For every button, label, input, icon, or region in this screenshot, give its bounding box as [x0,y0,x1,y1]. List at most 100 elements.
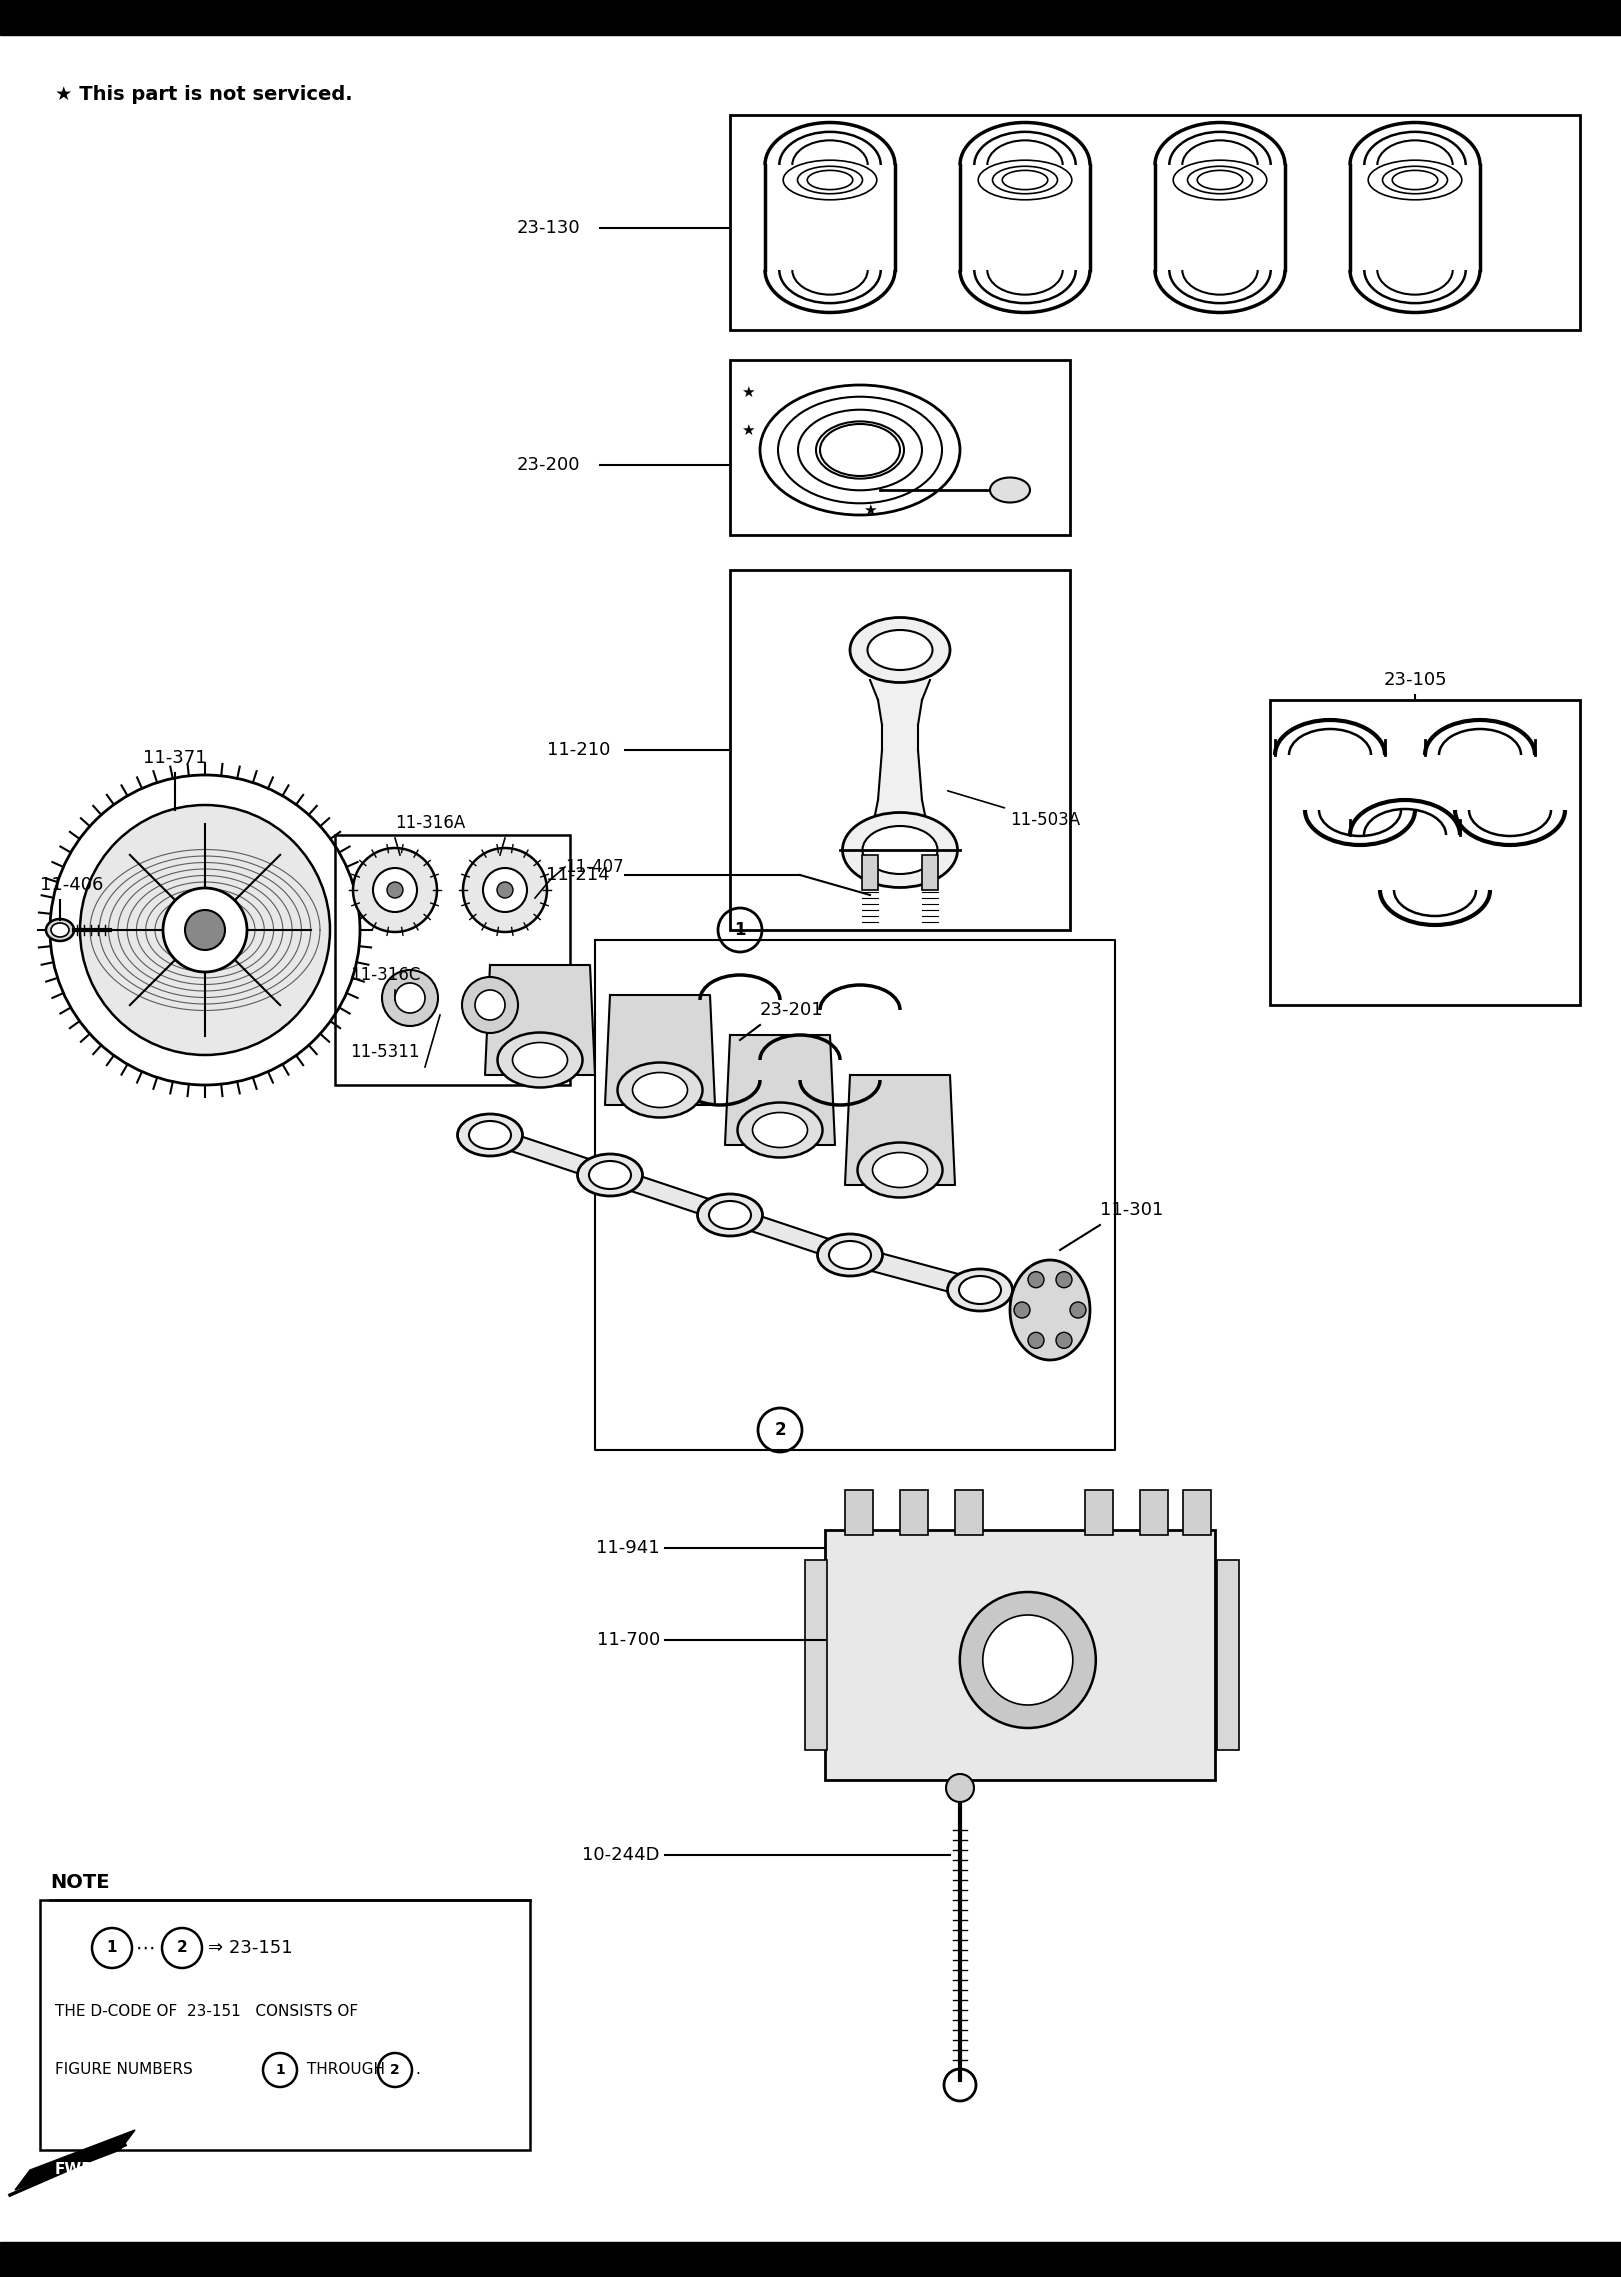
Bar [1084,1489,1114,1535]
Polygon shape [15,2129,135,2190]
Ellipse shape [849,617,950,683]
Circle shape [498,881,512,897]
Circle shape [383,970,438,1027]
Polygon shape [605,995,715,1104]
Text: 23-105: 23-105 [1383,672,1448,690]
Ellipse shape [708,1200,751,1230]
Circle shape [947,1774,974,1801]
Text: 11-316A: 11-316A [396,813,465,831]
Bar [0,2243,1621,2277]
Circle shape [1070,1302,1086,1318]
Circle shape [185,911,225,950]
Ellipse shape [45,920,75,940]
Polygon shape [879,749,922,799]
Polygon shape [712,1200,867,1271]
Circle shape [1028,1271,1044,1289]
Ellipse shape [872,1152,927,1189]
Text: 11-700: 11-700 [597,1630,660,1649]
Text: ⋯: ⋯ [135,1938,154,1958]
Ellipse shape [867,631,932,669]
Ellipse shape [512,1043,567,1077]
Ellipse shape [948,1268,1013,1312]
Bar [729,360,1070,535]
Circle shape [353,847,438,931]
Bar [0,0,1621,34]
Text: 23-130: 23-130 [517,219,580,237]
Circle shape [462,977,519,1034]
Circle shape [387,881,404,897]
Text: 2: 2 [775,1421,786,1439]
Text: 11-316C: 11-316C [350,965,420,984]
Text: THE D-CODE OF  23-151   CONSISTS OF: THE D-CODE OF 23-151 CONSISTS OF [55,2004,358,2020]
Ellipse shape [632,1072,687,1107]
Text: 1: 1 [734,920,746,938]
Bar [729,569,1070,929]
Circle shape [464,847,546,931]
Bar [1217,1560,1238,1751]
Text: 11-5311: 11-5311 [350,1043,420,1061]
Ellipse shape [858,1143,942,1198]
Text: 11-371: 11-371 [143,749,207,767]
Text: 11-503A: 11-503A [948,790,1080,829]
Ellipse shape [1010,1259,1089,1359]
Bar [845,1489,874,1535]
Polygon shape [882,724,917,749]
Polygon shape [879,699,922,724]
Polygon shape [870,799,930,840]
Text: .: . [415,2063,420,2077]
Bar [960,164,1089,271]
Circle shape [483,868,527,913]
Text: 11-210: 11-210 [546,740,609,758]
Text: ★: ★ [741,385,755,398]
Ellipse shape [457,1113,522,1157]
Ellipse shape [760,385,960,515]
Text: 11-406: 11-406 [41,877,104,895]
Text: 1: 1 [107,1940,117,1956]
Polygon shape [870,681,930,699]
Text: 11-301: 11-301 [1101,1200,1164,1218]
Circle shape [960,1592,1096,1728]
Text: ★: ★ [741,424,755,437]
Text: 23-200: 23-200 [517,455,580,474]
Bar [1156,164,1285,271]
Ellipse shape [738,1102,822,1157]
Bar [922,854,939,890]
Circle shape [1055,1271,1071,1289]
Text: FWD: FWD [55,2163,96,2177]
Bar [765,164,895,271]
Text: 23-201: 23-201 [760,1002,823,1020]
Text: 1: 1 [276,2063,285,2077]
Ellipse shape [618,1063,702,1118]
Bar [862,854,879,890]
Ellipse shape [990,478,1029,503]
Bar [825,1530,1216,1781]
Circle shape [373,868,417,913]
Polygon shape [485,965,595,1075]
Text: ⇒ 23-151: ⇒ 23-151 [207,1940,293,1956]
Text: 2: 2 [177,1940,188,1956]
Text: ★: ★ [864,503,877,517]
Ellipse shape [862,827,937,874]
Bar [900,1489,927,1535]
Bar [806,1560,827,1751]
Ellipse shape [820,424,900,476]
Ellipse shape [828,1241,870,1268]
Text: THROUGH: THROUGH [302,2063,391,2077]
Polygon shape [832,1241,999,1305]
Text: 10-244D: 10-244D [582,1847,660,1865]
Ellipse shape [697,1193,762,1236]
Ellipse shape [577,1154,642,1195]
Bar [336,836,571,1086]
Polygon shape [725,1036,835,1145]
Text: 11-214: 11-214 [546,865,609,883]
Circle shape [1015,1302,1029,1318]
Circle shape [982,1614,1073,1705]
Circle shape [1028,1332,1044,1348]
Bar [1269,699,1580,1004]
Text: 2: 2 [391,2063,400,2077]
Polygon shape [592,1159,747,1230]
Text: 11-407: 11-407 [566,858,624,877]
Circle shape [396,984,425,1013]
Circle shape [475,990,506,1020]
Bar [41,1899,530,2149]
